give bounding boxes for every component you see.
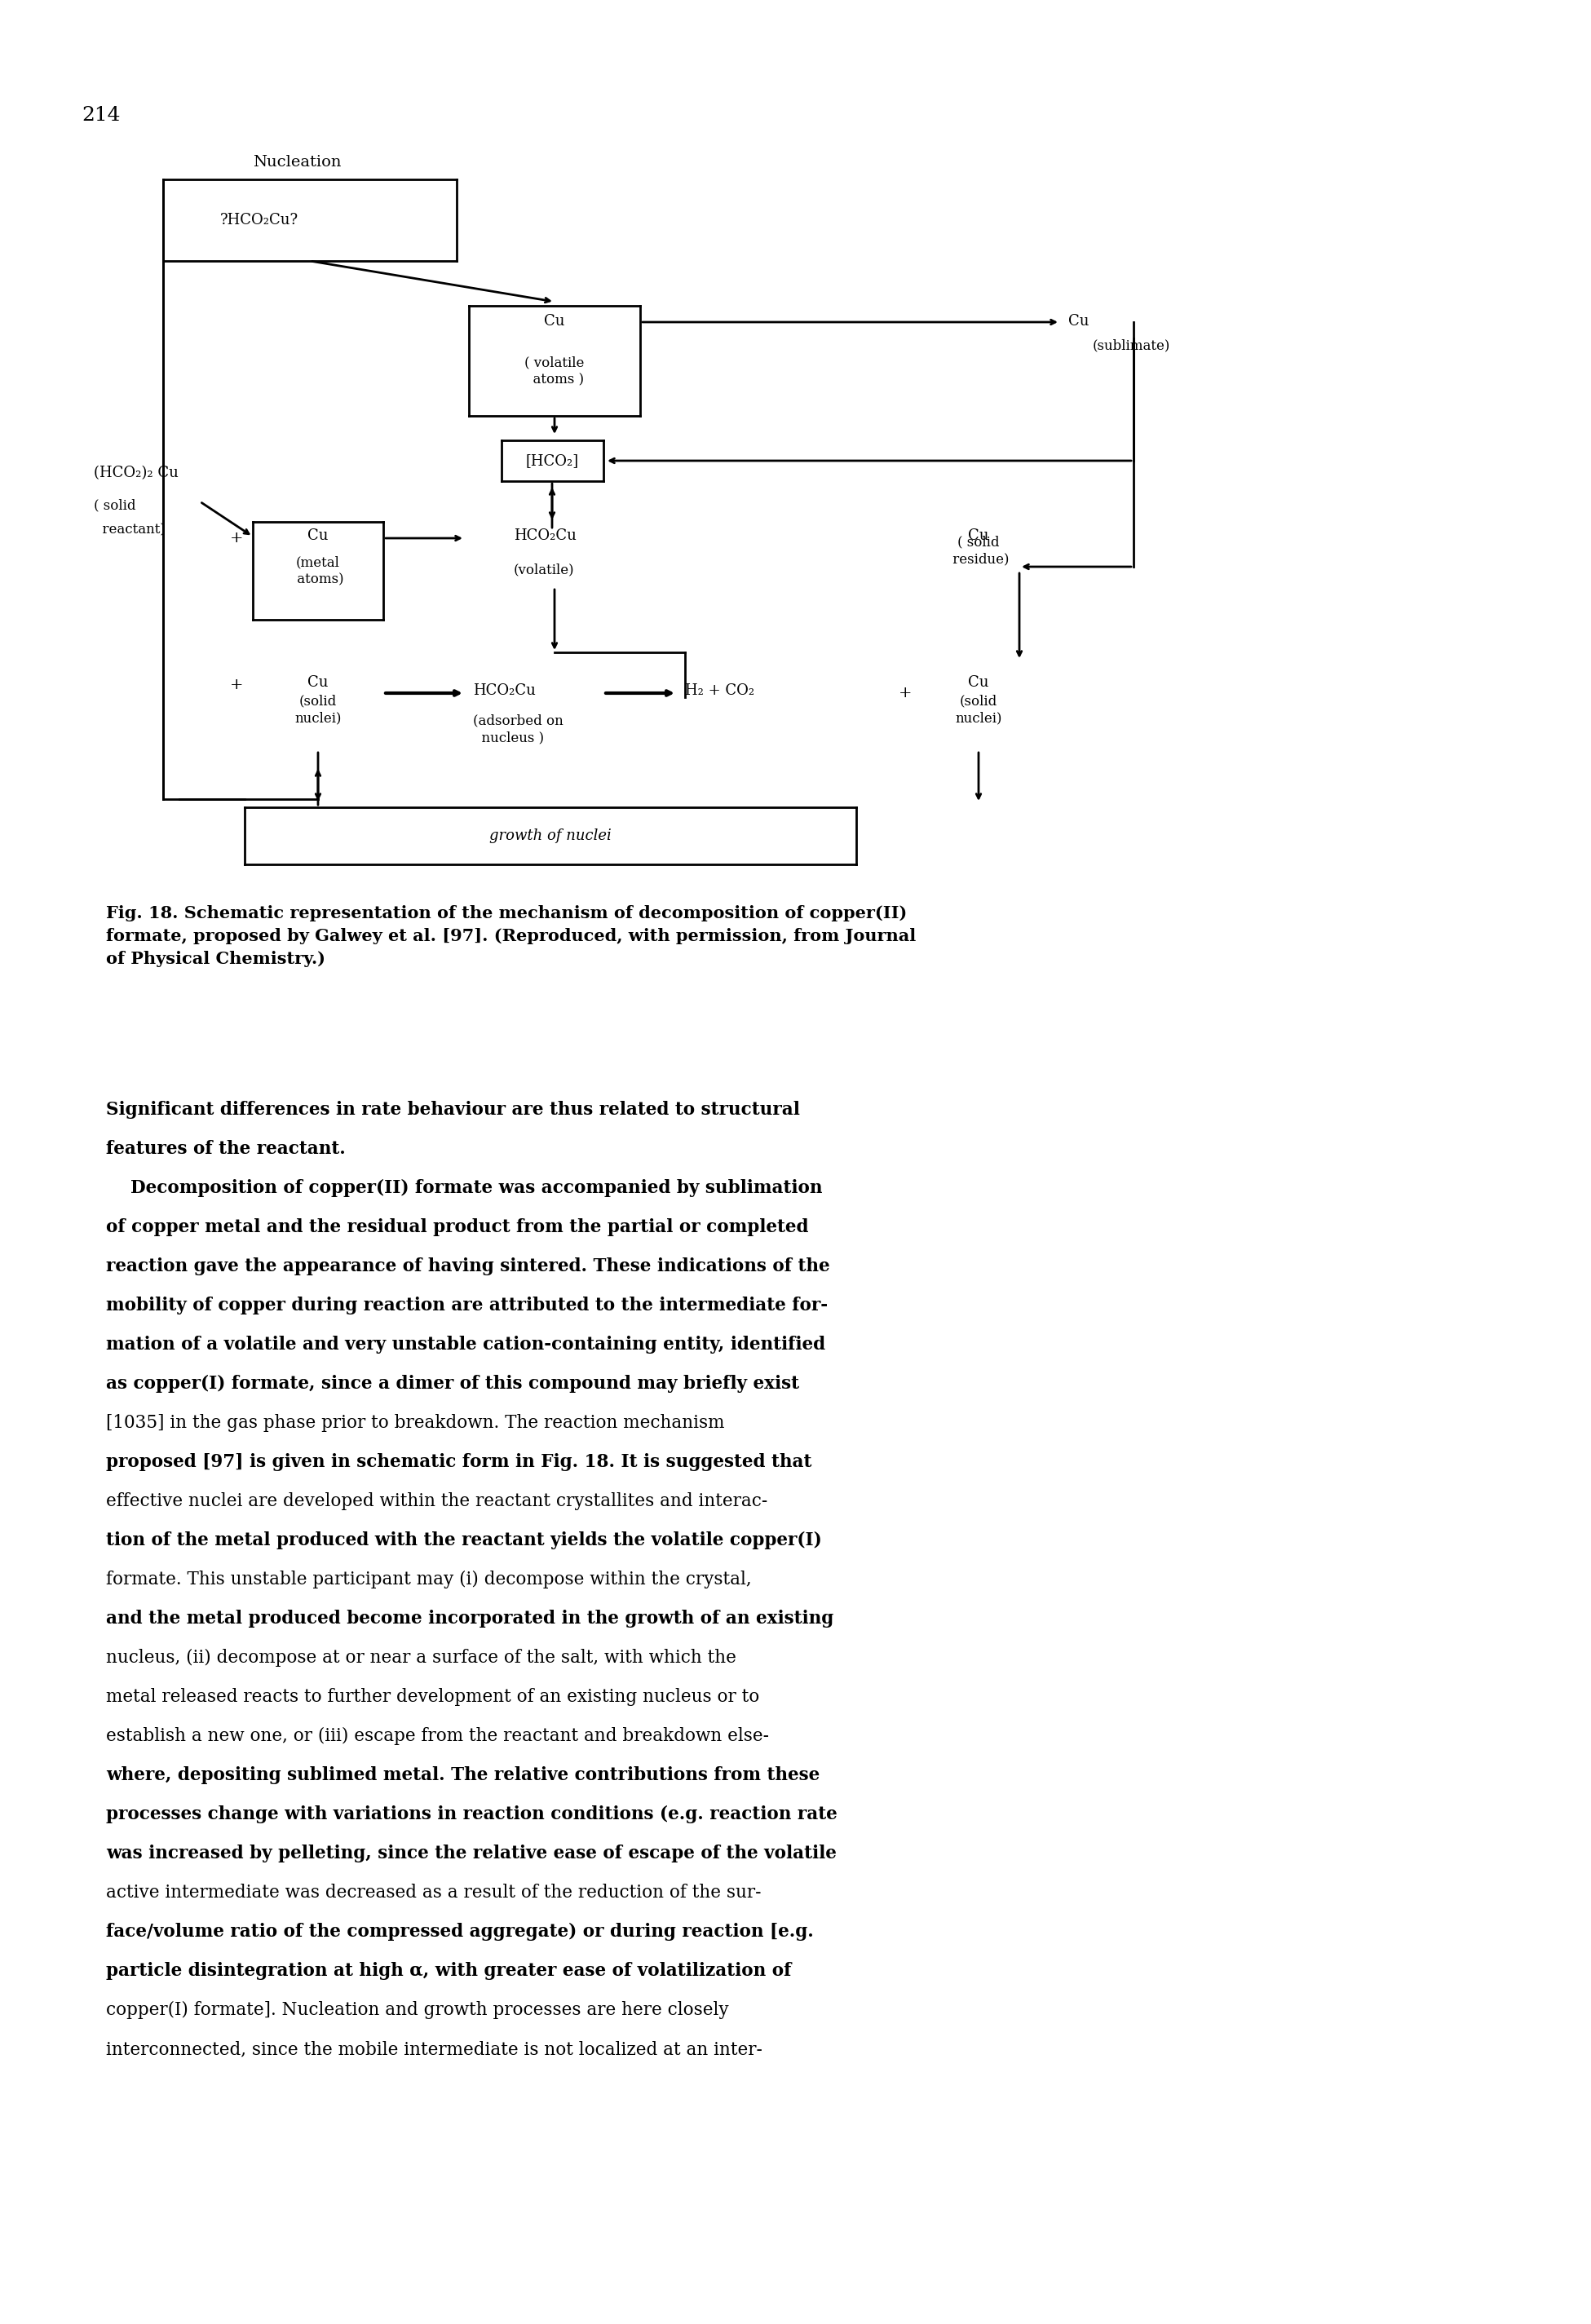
Text: reactant): reactant) bbox=[94, 523, 165, 537]
Text: active intermediate was decreased as a result of the reduction of the sur-: active intermediate was decreased as a r… bbox=[107, 1885, 760, 1901]
Text: particle disintegration at high α, with greater ease of volatilization of: particle disintegration at high α, with … bbox=[107, 1961, 791, 1980]
Text: Cu: Cu bbox=[1068, 314, 1090, 328]
Text: (HCO₂)₂ Cu: (HCO₂)₂ Cu bbox=[94, 465, 178, 481]
Text: HCO₂Cu: HCO₂Cu bbox=[473, 683, 536, 697]
Text: proposed [97] is given in schematic form in Fig. 18. It is suggested that: proposed [97] is given in schematic form… bbox=[107, 1452, 811, 1471]
Text: processes change with variations in reaction conditions (e.g. reaction rate: processes change with variations in reac… bbox=[107, 1806, 837, 1824]
Text: +: + bbox=[229, 679, 243, 693]
Text: [HCO₂]: [HCO₂] bbox=[525, 453, 579, 467]
Text: Significant differences in rate behaviour are thus related to structural: Significant differences in rate behaviou… bbox=[107, 1102, 800, 1118]
Text: was increased by pelleting, since the relative ease of escape of the volatile: was increased by pelleting, since the re… bbox=[107, 1845, 837, 1862]
Text: of copper metal and the residual product from the partial or completed: of copper metal and the residual product… bbox=[107, 1218, 808, 1236]
Text: reaction gave the appearance of having sintered. These indications of the: reaction gave the appearance of having s… bbox=[107, 1257, 831, 1276]
Text: Decomposition of copper(II) formate was accompanied by sublimation: Decomposition of copper(II) formate was … bbox=[107, 1178, 823, 1197]
Text: establish a new one, or (iii) escape from the reactant and breakdown else-: establish a new one, or (iii) escape fro… bbox=[107, 1727, 768, 1745]
Text: +: + bbox=[899, 686, 912, 700]
Text: as copper(I) formate, since a dimer of this compound may briefly exist: as copper(I) formate, since a dimer of t… bbox=[107, 1376, 799, 1392]
Text: tion of the metal produced with the reactant yields the volatile copper(I): tion of the metal produced with the reac… bbox=[107, 1532, 823, 1550]
Text: effective nuclei are developed within the reactant crystallites and interac-: effective nuclei are developed within th… bbox=[107, 1492, 767, 1511]
Text: metal released reacts to further development of an existing nucleus or to: metal released reacts to further develop… bbox=[107, 1687, 759, 1706]
Text: 214: 214 bbox=[81, 107, 121, 125]
Text: ( volatile
  atoms ): ( volatile atoms ) bbox=[525, 356, 584, 386]
Text: mobility of copper during reaction are attributed to the intermediate for-: mobility of copper during reaction are a… bbox=[107, 1297, 827, 1315]
Text: (solid
nuclei): (solid nuclei) bbox=[294, 695, 342, 725]
Text: +: + bbox=[229, 530, 243, 546]
Text: features of the reactant.: features of the reactant. bbox=[107, 1141, 345, 1157]
Text: copper(I) formate]. Nucleation and growth processes are here closely: copper(I) formate]. Nucleation and growt… bbox=[107, 2001, 729, 2020]
Text: (adsorbed on
  nucleus ): (adsorbed on nucleus ) bbox=[473, 713, 563, 744]
Text: ( solid: ( solid bbox=[94, 500, 135, 514]
Text: Nucleation: Nucleation bbox=[253, 156, 342, 170]
Text: [1035] in the gas phase prior to breakdown. The reaction mechanism: [1035] in the gas phase prior to breakdo… bbox=[107, 1413, 724, 1432]
Text: growth of nuclei: growth of nuclei bbox=[490, 827, 611, 844]
Text: (sublimate): (sublimate) bbox=[1093, 339, 1171, 353]
Text: ( solid
 residue): ( solid residue) bbox=[948, 535, 1009, 565]
Text: Cu: Cu bbox=[307, 676, 328, 690]
Text: nucleus, (ii) decompose at or near a surface of the salt, with which the: nucleus, (ii) decompose at or near a sur… bbox=[107, 1648, 737, 1666]
Text: Cu: Cu bbox=[969, 528, 990, 544]
Text: face/volume ratio of the compressed aggregate) or during reaction [e.g.: face/volume ratio of the compressed aggr… bbox=[107, 1922, 813, 1941]
Text: HCO₂Cu: HCO₂Cu bbox=[514, 528, 576, 544]
Text: Cu: Cu bbox=[544, 314, 565, 328]
Text: (volatile): (volatile) bbox=[514, 562, 574, 576]
Text: mation of a volatile and very unstable cation-containing entity, identified: mation of a volatile and very unstable c… bbox=[107, 1336, 826, 1353]
Text: formate. This unstable participant may (i) decompose within the crystal,: formate. This unstable participant may (… bbox=[107, 1571, 751, 1590]
Text: where, depositing sublimed metal. The relative contributions from these: where, depositing sublimed metal. The re… bbox=[107, 1766, 819, 1785]
Text: H₂ + CO₂: H₂ + CO₂ bbox=[686, 683, 754, 697]
Text: Cu: Cu bbox=[307, 528, 328, 544]
Text: Fig. 18. Schematic representation of the mechanism of decomposition of copper(II: Fig. 18. Schematic representation of the… bbox=[107, 904, 916, 967]
Text: and the metal produced become incorporated in the growth of an existing: and the metal produced become incorporat… bbox=[107, 1611, 834, 1627]
Text: (solid
nuclei): (solid nuclei) bbox=[955, 695, 1002, 725]
Text: Cu: Cu bbox=[969, 676, 990, 690]
Text: interconnected, since the mobile intermediate is not localized at an inter-: interconnected, since the mobile interme… bbox=[107, 2040, 762, 2059]
Text: (metal
 atoms): (metal atoms) bbox=[293, 555, 344, 586]
Text: ?HCO₂Cu?: ?HCO₂Cu? bbox=[220, 214, 299, 228]
